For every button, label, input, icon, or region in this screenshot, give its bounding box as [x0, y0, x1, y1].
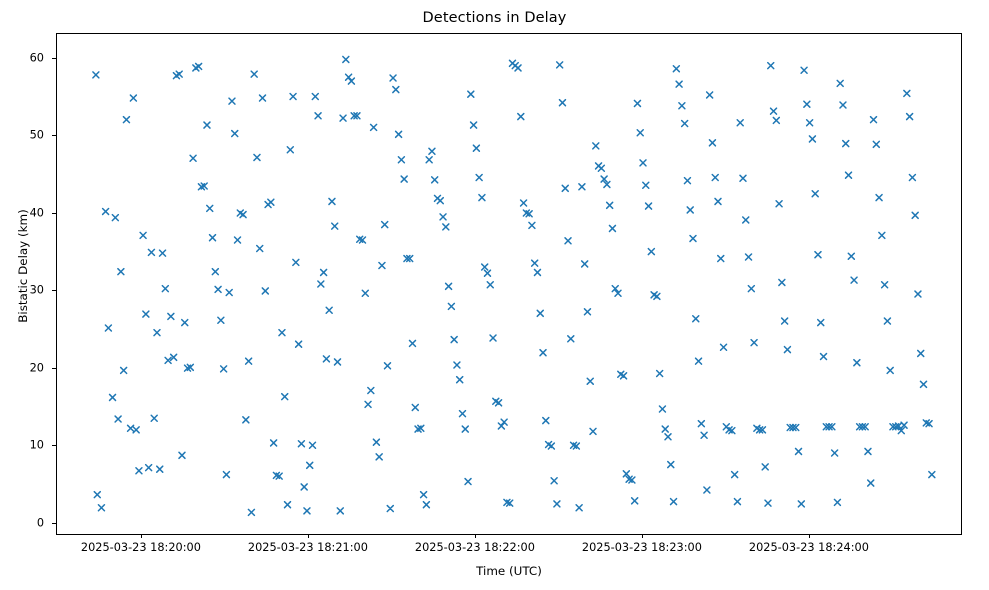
y-tick-label: 0 — [36, 516, 44, 530]
y-axis-label: Bistatic Delay (km) — [16, 209, 30, 323]
x-tick-mark — [307, 534, 309, 538]
y-tick-mark — [52, 522, 56, 524]
y-tick-mark — [52, 367, 56, 369]
x-tick-mark — [474, 534, 476, 538]
x-tick-label: 2025-03-23 18:22:00 — [414, 541, 535, 554]
scatter-markers — [92, 55, 936, 517]
y-tick-mark — [52, 57, 56, 59]
page-title: Detections in Delay — [422, 10, 567, 26]
y-tick-label: 40 — [29, 206, 44, 220]
y-tick-mark — [52, 212, 56, 214]
x-tick-mark — [140, 534, 142, 538]
y-tick-label: 60 — [29, 51, 44, 65]
x-tick-label: 2025-03-23 18:23:00 — [581, 541, 702, 554]
x-tick-mark — [808, 534, 810, 538]
y-tick-mark — [52, 135, 56, 137]
y-tick-mark — [52, 290, 56, 292]
x-tick-label: 2025-03-23 18:20:00 — [80, 541, 201, 554]
plot-area — [56, 33, 962, 535]
x-axis-label: Time (UTC) — [476, 564, 542, 578]
x-tick-label: 2025-03-23 18:21:00 — [247, 541, 368, 554]
y-tick-mark — [52, 445, 56, 447]
x-tick-label: 2025-03-23 18:24:00 — [748, 541, 869, 554]
y-tick-label: 10 — [29, 438, 44, 452]
x-tick-mark — [641, 534, 643, 538]
y-tick-label: 30 — [29, 283, 44, 297]
y-tick-label: 20 — [29, 361, 44, 375]
y-tick-label: 50 — [29, 128, 44, 142]
